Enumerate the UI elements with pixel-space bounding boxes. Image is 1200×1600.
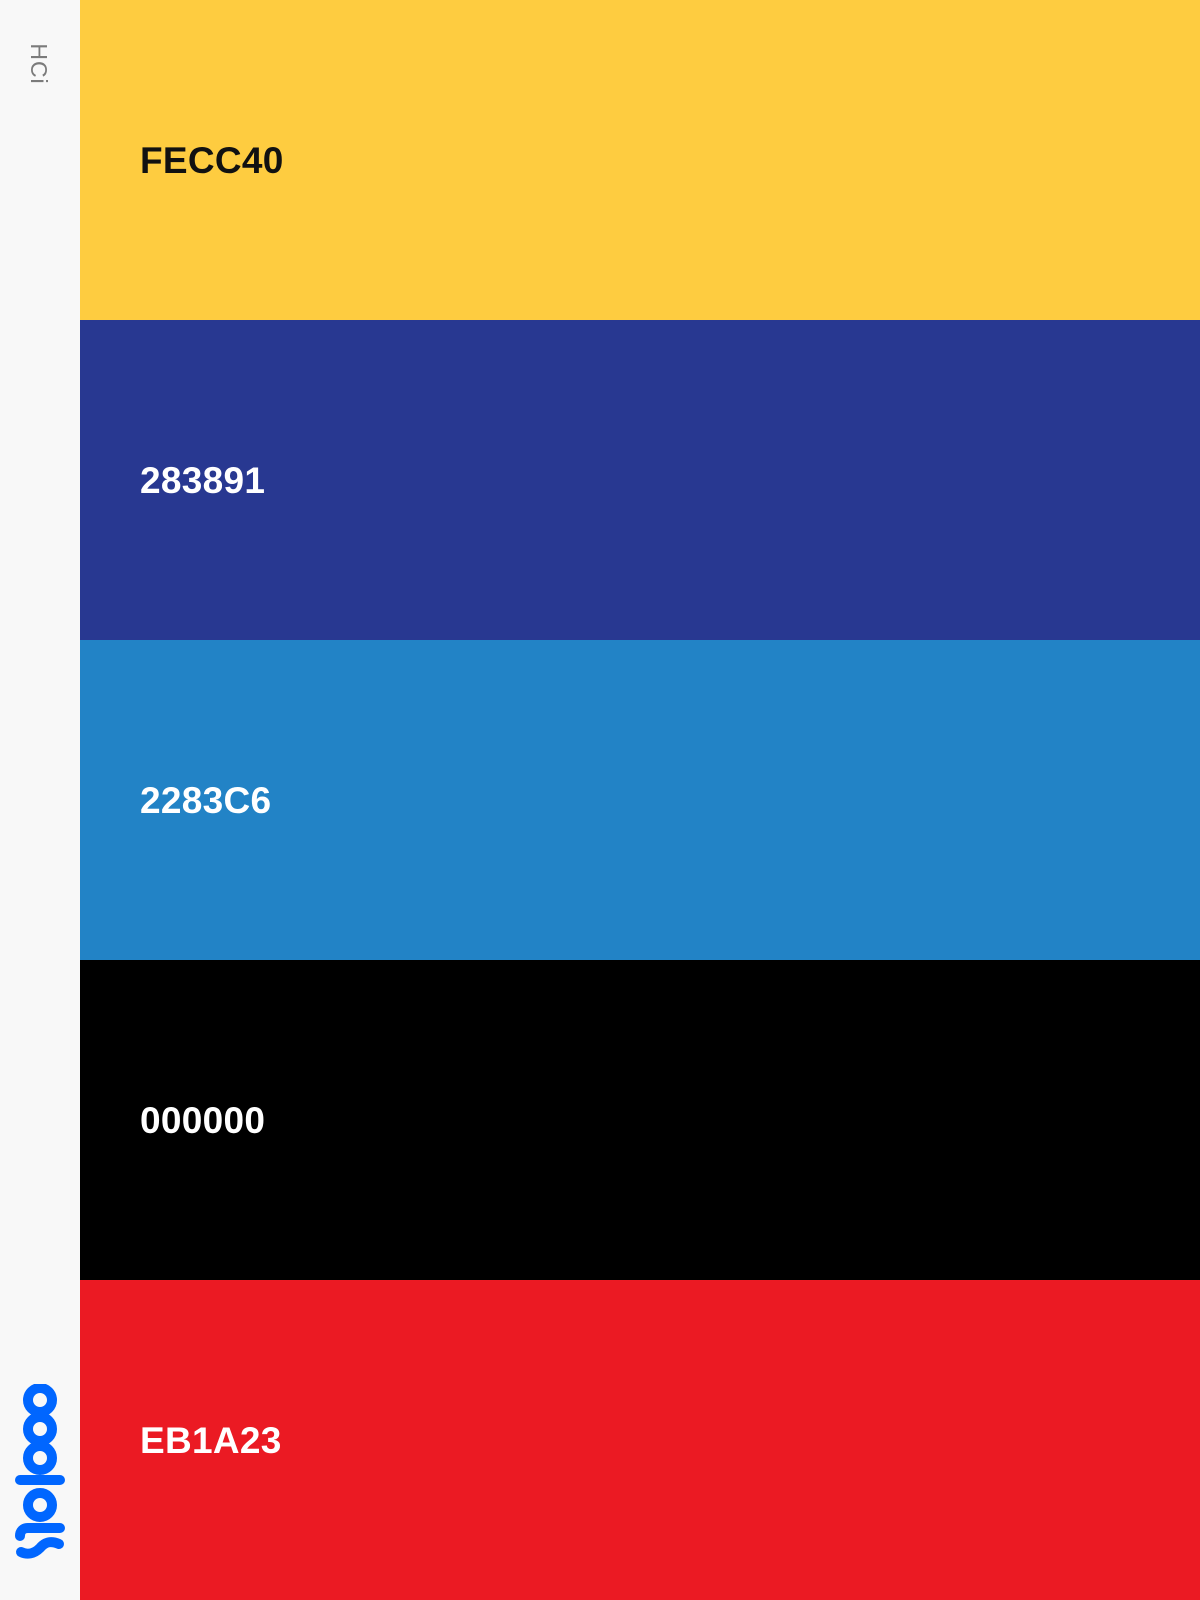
hex-code: FECC40 [140, 139, 284, 181]
color-swatch[interactable]: EB1A23 [80, 1280, 1200, 1600]
sidebar: HCi [0, 0, 80, 1600]
sidebar-top-text: HCi [26, 43, 53, 85]
color-swatch[interactable]: 000000 [80, 960, 1200, 1280]
coolors-logo-icon [15, 1384, 65, 1559]
hex-code: 283891 [140, 459, 266, 501]
hex-code: 2283C6 [140, 779, 272, 821]
color-swatch[interactable]: 2283C6 [80, 640, 1200, 960]
hex-code: 000000 [140, 1099, 266, 1141]
coolors-logo[interactable] [6, 1384, 74, 1562]
color-palette: FECC40 283891 2283C6 000000 EB1A23 [80, 0, 1200, 1600]
color-swatch[interactable]: 283891 [80, 320, 1200, 640]
hex-code: EB1A23 [140, 1419, 282, 1461]
color-swatch[interactable]: FECC40 [80, 0, 1200, 320]
